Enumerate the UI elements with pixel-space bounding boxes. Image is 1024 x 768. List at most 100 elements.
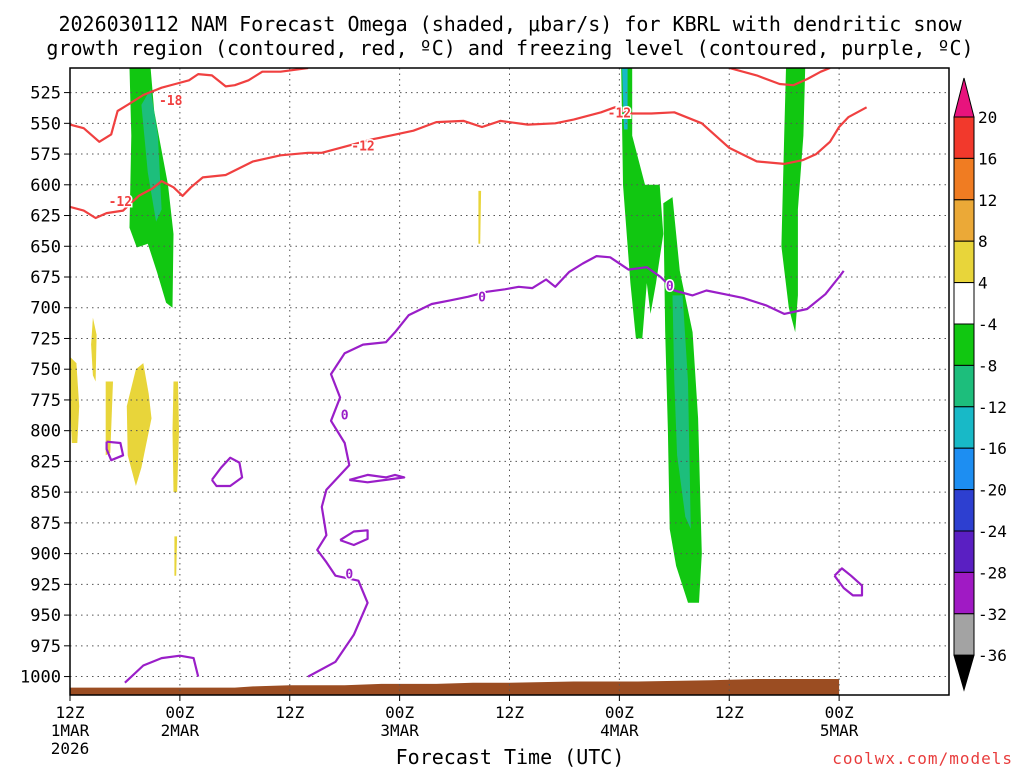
contour-label-6: 0 xyxy=(345,567,353,582)
colorbar-bin xyxy=(953,530,975,573)
y-tick-label: 625 xyxy=(30,207,61,227)
omega-region-1 xyxy=(141,88,162,222)
x-tick-label: 12Z xyxy=(275,703,304,722)
y-tick-label: 550 xyxy=(30,114,61,134)
y-tick-label: 725 xyxy=(30,329,61,349)
chart-title-line-1: 2026030112 NAM Forecast Omega (shaded, μ… xyxy=(58,12,962,36)
colorbar-label: 8 xyxy=(978,232,988,251)
colorbar-bin xyxy=(953,489,975,532)
colorbar-bin xyxy=(953,240,975,284)
y-tick-label: 600 xyxy=(30,176,61,196)
colorbar-label: -4 xyxy=(978,315,997,334)
contour-label-5: 0 xyxy=(341,409,349,424)
colorbar-label: -28 xyxy=(978,563,1007,582)
y-tick-label: 650 xyxy=(30,237,61,257)
colorbar-bin xyxy=(953,406,975,449)
y-tick-label: 800 xyxy=(30,422,61,442)
contour-label-3: -12 xyxy=(608,106,631,121)
y-tick-label: 950 xyxy=(30,606,61,626)
y-tick-label: 700 xyxy=(30,299,61,319)
snow-growth-contour-0 xyxy=(70,68,309,143)
x-tick-label: 2MAR xyxy=(161,721,200,740)
snow-growth-contour-2 xyxy=(729,68,831,87)
y-tick-label: 850 xyxy=(30,483,61,503)
colorbar-label: 20 xyxy=(978,108,997,127)
omega-region-9 xyxy=(105,381,113,456)
colorbar-label: -16 xyxy=(978,439,1007,458)
plot-area: -18 -12 -12 -12 0 0 0 0 xyxy=(69,67,950,696)
terrain-layer xyxy=(70,679,840,695)
contour-label-0: -18 xyxy=(159,94,183,109)
omega-region-3 xyxy=(622,68,628,130)
omega-region-13 xyxy=(478,190,482,244)
omega-region-10 xyxy=(126,363,152,486)
colorbar-bin xyxy=(953,116,975,159)
colorbar-bin xyxy=(953,282,975,325)
colorbar-label: -8 xyxy=(978,356,997,375)
colorbar-cap-bottom xyxy=(953,654,975,692)
snow-growth-contour-1 xyxy=(70,106,868,220)
y-tick-label: 775 xyxy=(30,391,61,411)
freezing-level-contour-2 xyxy=(105,440,125,462)
omega-region-11 xyxy=(172,381,179,493)
y-axis: 525 550 575 600 625 650 675 700 725 750 775 800 825 8… xyxy=(20,84,70,688)
chart-title-line-2: growth region (contoured, red, ºC) and f… xyxy=(46,36,973,60)
colorbar-bin xyxy=(953,199,975,242)
x-tick-label: 12Z xyxy=(715,703,744,722)
colorbar-label: 12 xyxy=(978,191,997,210)
contour-label-4: 0 xyxy=(478,291,486,306)
colorbar-label: -12 xyxy=(978,398,1007,417)
x-tick-label: 00Z xyxy=(825,703,854,722)
freezing-level-contour-3 xyxy=(211,456,244,488)
x-tick-label: 3MAR xyxy=(380,721,419,740)
colorbar-label: -20 xyxy=(978,481,1007,500)
colorbar-label: -32 xyxy=(978,605,1007,624)
y-tick-label: 875 xyxy=(30,514,61,534)
colorbar-label: 16 xyxy=(978,149,997,168)
colorbar-label: 4 xyxy=(978,274,988,293)
omega-region-7 xyxy=(70,356,80,443)
x-tick-label: 00Z xyxy=(165,703,194,722)
colorbar-label: -24 xyxy=(978,522,1007,541)
colorbar-bin xyxy=(953,323,975,366)
y-tick-label: 975 xyxy=(30,637,61,657)
y-tick-label: 750 xyxy=(30,360,61,380)
y-tick-label: 825 xyxy=(30,452,61,472)
colorbar: 20 16 12 8 4 -4 -8 -12 -16 -20 -24 -28 -32 -36 xyxy=(953,77,1007,692)
y-tick-label: 1000 xyxy=(20,668,61,688)
y-tick-label: 925 xyxy=(30,575,61,595)
colorbar-bin xyxy=(953,571,975,615)
colorbar-bin xyxy=(953,364,975,408)
x-axis-label: Forecast Time (UTC) xyxy=(396,745,625,768)
contour-label-1: -12 xyxy=(109,195,132,210)
x-tick-label: 00Z xyxy=(385,703,414,722)
credit-text: coolwx.com/models xyxy=(832,749,1013,768)
x-tick-label: 2026 xyxy=(51,739,90,758)
y-tick-label: 575 xyxy=(30,145,61,165)
y-tick-label: 675 xyxy=(30,268,61,288)
freezing-level-contour-4 xyxy=(349,473,406,484)
freezing-level-contour-0 xyxy=(124,654,200,684)
contour-label-2: -12 xyxy=(351,139,374,154)
freezing-level-contour-5 xyxy=(339,529,369,547)
colorbar-bin xyxy=(953,447,975,491)
omega-region-6 xyxy=(781,68,806,333)
omega-region-8 xyxy=(91,317,97,382)
x-tick-label: 12Z xyxy=(495,703,524,722)
freezing-level-contour-6 xyxy=(833,567,864,597)
y-tick-label: 900 xyxy=(30,545,61,565)
contour-label-7: 0 xyxy=(666,280,674,295)
omega-region-12 xyxy=(174,536,178,576)
terrain-fill xyxy=(70,679,840,695)
omega-region-5 xyxy=(672,295,691,529)
x-tick-label: 4MAR xyxy=(600,721,639,740)
colorbar-bin xyxy=(953,613,975,656)
contour-label-layer: -18 -12 -12 -12 0 0 0 0 xyxy=(107,92,675,583)
freezing-level-contour-1 xyxy=(307,255,845,678)
x-tick-label: 5MAR xyxy=(820,721,859,740)
x-tick-label: 00Z xyxy=(605,703,634,722)
x-tick-label: 1MAR xyxy=(51,721,90,740)
